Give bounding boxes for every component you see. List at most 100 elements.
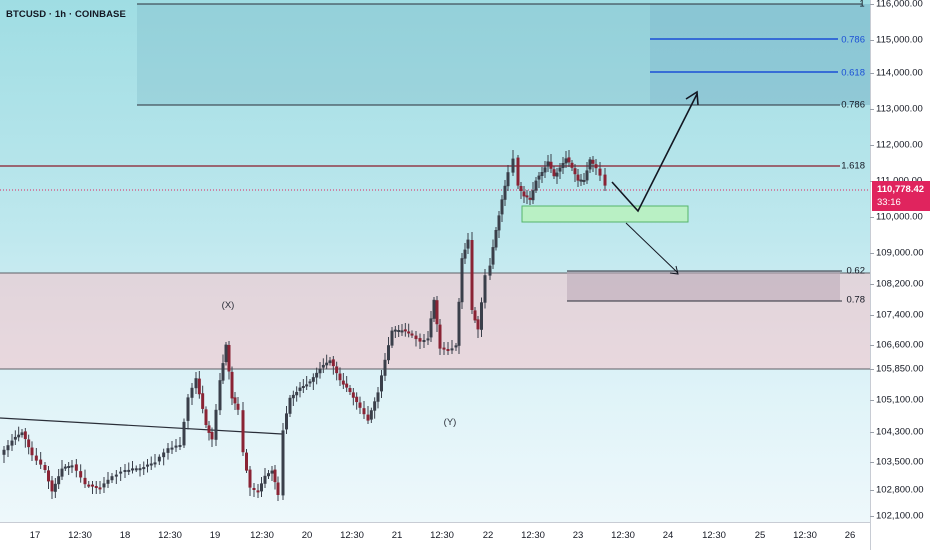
candle-body <box>573 168 577 175</box>
price-tick <box>870 253 874 254</box>
price-axis[interactable] <box>870 0 932 550</box>
candle-body <box>273 469 277 483</box>
candle-body <box>442 347 446 350</box>
candle-body <box>23 431 27 440</box>
time-label: 22 <box>482 530 494 541</box>
candle-body <box>252 488 256 490</box>
candle-body <box>552 169 556 177</box>
candle-body <box>138 468 142 471</box>
chart-plot-area[interactable] <box>0 0 870 522</box>
time-label: 25 <box>754 530 766 541</box>
candle-body <box>87 484 91 487</box>
candle-body <box>241 410 245 453</box>
candle-body <box>233 397 237 404</box>
candle-body <box>400 330 404 333</box>
candle-body <box>190 387 194 398</box>
chart-svg[interactable]: 1 0.786 0.618 0.786 1.618 0.62 0.78 (X) … <box>0 0 870 522</box>
candle-body <box>325 362 329 366</box>
time-axis[interactable] <box>0 522 870 551</box>
candle-body <box>549 161 553 169</box>
candle-series <box>2 150 607 501</box>
candle-body <box>318 368 322 374</box>
candle-body <box>397 330 401 332</box>
candle-body <box>598 168 602 176</box>
candle-body <box>503 185 507 200</box>
candle-body <box>39 459 43 465</box>
candle-body <box>476 319 480 330</box>
candle-body <box>328 360 332 364</box>
candle-body <box>348 388 352 392</box>
candle-body <box>98 487 102 490</box>
candle-body <box>67 466 71 468</box>
candle-body <box>516 157 520 186</box>
candle-body <box>210 431 214 440</box>
candle-body <box>537 175 541 180</box>
time-label: 12:30 <box>611 530 635 541</box>
candle-body <box>511 158 515 173</box>
candle-body <box>362 408 366 415</box>
price-tick <box>870 432 874 433</box>
time-label: 18 <box>119 530 131 541</box>
candle-body <box>488 265 492 276</box>
candle-body <box>166 448 170 453</box>
symbol-title[interactable]: BTCUSD · 1h · COINBASE <box>6 9 126 20</box>
price-label: 116,000.00 <box>876 0 923 10</box>
candle-body <box>345 383 349 388</box>
candle-body <box>227 345 231 372</box>
candle-body <box>214 409 218 440</box>
candle-body <box>390 330 394 346</box>
fib-label-0786-top: 0.786 <box>841 35 865 46</box>
candle-body <box>470 240 474 310</box>
candle-body <box>335 366 339 374</box>
time-label: 23 <box>572 530 584 541</box>
time-label: 12:30 <box>702 530 726 541</box>
candle-body <box>119 471 123 474</box>
candle-body <box>331 359 335 367</box>
price-tick <box>870 40 874 41</box>
price-label: 113,000.00 <box>876 103 923 115</box>
candle-body <box>153 462 157 465</box>
price-label: 102,100.00 <box>876 510 924 522</box>
fib-label-0618: 0.618 <box>841 68 865 79</box>
candle-body <box>162 452 166 458</box>
wave-label-x: (X) <box>222 300 235 311</box>
candle-body <box>585 170 589 181</box>
candle-body <box>60 468 64 477</box>
candle-body <box>432 299 436 319</box>
candle-body <box>567 157 571 163</box>
candle-body <box>207 425 211 433</box>
price-tick <box>870 345 874 346</box>
price-tick <box>870 4 874 5</box>
candle-body <box>288 397 292 414</box>
time-label: 12:30 <box>158 530 182 541</box>
candle-body <box>178 445 182 447</box>
candle-body <box>460 258 464 303</box>
time-label: 19 <box>209 530 221 541</box>
candle-body <box>426 338 430 341</box>
price-tick <box>870 145 874 146</box>
trendline <box>0 417 283 435</box>
price-label: 112,000.00 <box>876 139 923 151</box>
time-label: 26 <box>844 530 856 541</box>
candle-body <box>450 348 454 351</box>
price-tick <box>870 284 874 285</box>
candle-body <box>256 490 260 493</box>
candle-body <box>230 371 234 399</box>
candle-body <box>418 338 422 342</box>
price-tick <box>870 109 874 110</box>
price-tick <box>870 516 874 517</box>
candle-body <box>182 421 186 446</box>
candle-body <box>263 475 267 484</box>
candle-body <box>522 191 526 197</box>
candle-body <box>197 378 201 395</box>
candle-body <box>519 186 523 191</box>
candle-body <box>10 440 14 446</box>
candle-body <box>473 310 477 321</box>
candle-body <box>285 413 288 430</box>
bearish-arrow-head <box>669 265 679 275</box>
time-label: 17 <box>29 530 41 541</box>
candle-body <box>410 333 414 336</box>
candle-body <box>480 302 483 330</box>
candle-body <box>603 174 607 186</box>
